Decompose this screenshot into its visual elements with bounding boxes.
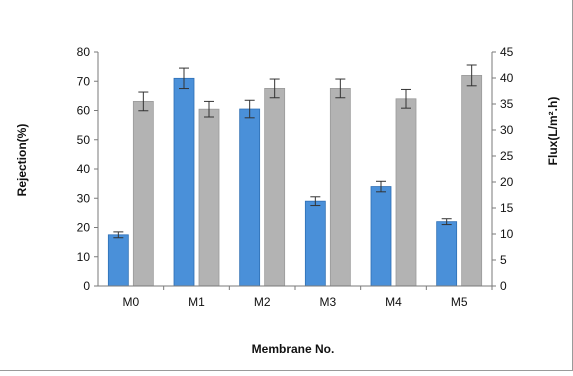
left-y-tick-label: 50 bbox=[77, 133, 91, 147]
right-y-tick-label: 5 bbox=[500, 253, 507, 267]
right-y-ticks: 0 5 10 15 20 25 30 35 40 45 bbox=[492, 45, 514, 293]
flux-error-bar bbox=[204, 100, 214, 118]
right-y-tick-label: 15 bbox=[500, 201, 514, 215]
flux-error-bar bbox=[138, 91, 149, 112]
right-y-axis-title: Flux(L/m².h) bbox=[546, 97, 560, 166]
right-y-tick-label: 35 bbox=[500, 97, 514, 111]
rejection-bar bbox=[173, 77, 195, 287]
x-category-label: M4 bbox=[385, 295, 402, 309]
rejection-bar bbox=[436, 221, 458, 287]
rejection-error-bar bbox=[441, 218, 452, 226]
x-category-label: M0 bbox=[122, 295, 139, 309]
x-category-ticks: M0 M1 M2 M3 M4 M5 bbox=[122, 286, 493, 309]
flux-bar bbox=[329, 88, 351, 287]
rejection-error-bar bbox=[244, 99, 255, 119]
rejection-error-bar bbox=[179, 67, 189, 90]
flux-bar bbox=[395, 98, 417, 287]
x-category-label: M3 bbox=[319, 295, 336, 309]
left-y-tick-label: 70 bbox=[77, 74, 91, 88]
flux-error-bar bbox=[466, 64, 477, 87]
rejection-bar bbox=[239, 108, 261, 287]
flux-bar bbox=[264, 88, 286, 287]
rejection-bar bbox=[304, 200, 326, 287]
error-bars-layer bbox=[113, 64, 477, 239]
right-y-tick-label: 0 bbox=[500, 279, 507, 293]
left-y-tick-label: 60 bbox=[77, 104, 91, 118]
x-category-label: M2 bbox=[254, 295, 271, 309]
flux-error-bar bbox=[401, 88, 411, 109]
left-y-tick-label: 20 bbox=[77, 221, 91, 235]
right-y-tick-label: 45 bbox=[500, 45, 514, 59]
left-y-ticks: 0 10 20 30 40 50 60 70 80 bbox=[77, 45, 98, 293]
rejection-error-bar bbox=[376, 180, 386, 193]
right-y-tick-label: 10 bbox=[500, 227, 514, 241]
left-y-tick-label: 40 bbox=[77, 162, 91, 176]
rejection-error-bar bbox=[113, 231, 124, 239]
flux-error-bar bbox=[269, 78, 280, 99]
left-y-tick-label: 0 bbox=[83, 279, 90, 293]
left-y-tick-label: 30 bbox=[77, 191, 91, 205]
rejection-bar bbox=[107, 234, 129, 287]
right-y-tick-label: 20 bbox=[500, 175, 514, 189]
x-category-label: M5 bbox=[451, 295, 468, 309]
flux-bar bbox=[461, 75, 483, 287]
flux-bar bbox=[198, 108, 220, 287]
right-y-tick-label: 40 bbox=[500, 71, 514, 85]
right-y-tick-label: 25 bbox=[500, 149, 514, 163]
rejection-error-bar bbox=[310, 196, 321, 207]
flux-bar bbox=[132, 101, 154, 287]
left-y-tick-label: 80 bbox=[77, 45, 91, 59]
left-y-axis-title: Rejection(%) bbox=[15, 124, 29, 197]
x-axis-title: Membrane No. bbox=[252, 342, 335, 356]
right-y-tick-label: 30 bbox=[500, 123, 514, 137]
rejection-bar bbox=[370, 186, 392, 287]
flux-error-bar bbox=[335, 78, 346, 99]
bars-layer bbox=[107, 75, 483, 287]
x-category-label: M1 bbox=[188, 295, 205, 309]
left-y-tick-label: 10 bbox=[77, 250, 91, 264]
